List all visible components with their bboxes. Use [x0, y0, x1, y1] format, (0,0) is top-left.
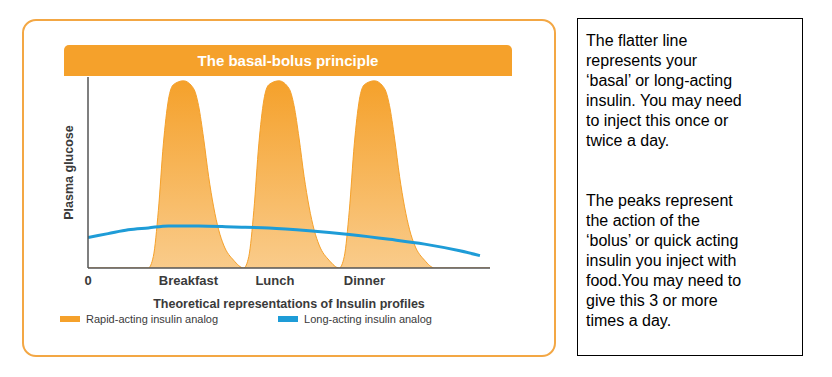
svg-text:Lunch: Lunch — [255, 273, 294, 288]
html-text:The flatter line: The flatter line — [586, 32, 688, 49]
html-text:times a day.: times a day. — [586, 312, 672, 329]
svg-text:Dinner: Dinner — [344, 273, 385, 288]
html-text:food.You may need to: food.You may need to — [586, 272, 742, 289]
svg-text:Theoretical representations of: Theoretical representations of Insulin p… — [153, 297, 425, 310]
html-text:Rapid-acting insulin analog: Rapid-acting insulin analog — [86, 313, 219, 325]
html-text:twice a day.: twice a day. — [586, 132, 670, 149]
html-text:the action of the: the action of the — [586, 212, 700, 229]
html-text:represents your: represents your — [586, 52, 698, 69]
html-text:‘bolus’ or quick acting: ‘bolus’ or quick acting — [586, 232, 739, 249]
svg-text:Breakfast: Breakfast — [159, 273, 219, 288]
html-text:The peaks represent: The peaks represent — [586, 192, 733, 209]
html-text:insulin. You may need: insulin. You may need — [586, 92, 742, 109]
svg-text:0: 0 — [84, 273, 91, 288]
html-text:insulin you inject with: insulin you inject with — [586, 252, 737, 269]
html-text:to inject this once or: to inject this once or — [586, 112, 729, 129]
html-text:Long-acting insulin analog: Long-acting insulin analog — [304, 313, 432, 325]
html-text:‘basal’ or long-acting: ‘basal’ or long-acting — [586, 72, 733, 89]
html-text:give this 3 or more: give this 3 or more — [586, 292, 718, 309]
svg-text:Plasma glucose: Plasma glucose — [62, 125, 76, 220]
html-text:The basal-bolus principle: The basal-bolus principle — [197, 52, 379, 69]
